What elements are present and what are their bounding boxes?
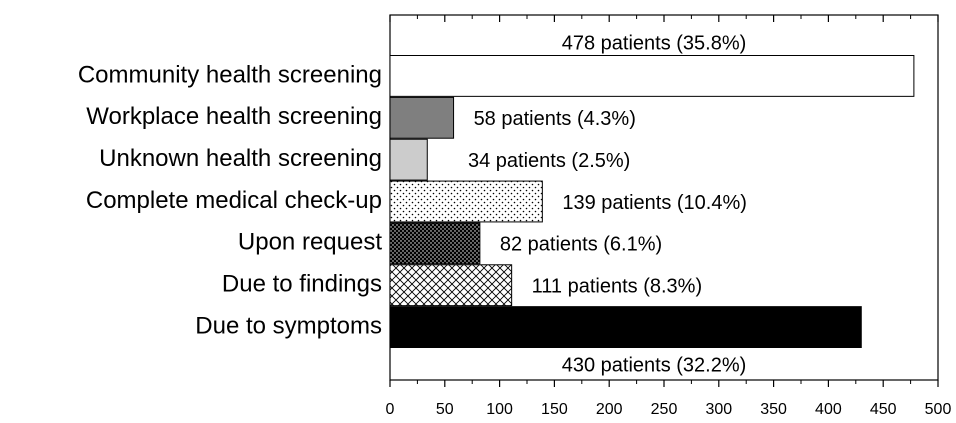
bar [389,55,915,97]
category-label: Due to symptoms [195,312,382,339]
x-tick-label: 250 [651,401,678,418]
category-label: Complete medical check-up [86,187,382,214]
bar [389,180,543,223]
data-label: 430 patients (32.2%) [562,354,747,376]
x-tick-label: 150 [541,401,568,418]
x-tick-label: 500 [925,401,952,418]
category-label: Workplace health screening [86,103,382,130]
category-label: Upon request [238,229,382,256]
data-label: 111 patients (8.3%) [532,275,702,297]
category-label: Due to findings [222,271,382,298]
bar [389,306,862,348]
x-tick-label: 200 [596,401,623,418]
x-tick-label: 400 [815,401,842,418]
x-tick-label: 50 [436,401,454,418]
bar [389,222,481,265]
data-label: 139 patients (10.4%) [562,192,747,214]
x-tick-label: 0 [386,401,395,418]
data-label: 58 patients (4.3%) [474,108,636,130]
category-label: Unknown health screening [99,145,382,172]
bar [389,96,455,139]
x-tick-label: 100 [486,401,513,418]
category-label: Community health screening [78,61,382,88]
x-tick-label: 450 [870,401,897,418]
bar [389,264,513,307]
data-label: 34 patients (2.5%) [468,150,630,172]
data-label: 82 patients (6.1%) [500,234,662,256]
data-label: 478 patients (35.8%) [562,32,747,54]
bar [389,138,428,181]
x-tick-label: 300 [705,401,732,418]
x-tick-label: 350 [760,401,787,418]
